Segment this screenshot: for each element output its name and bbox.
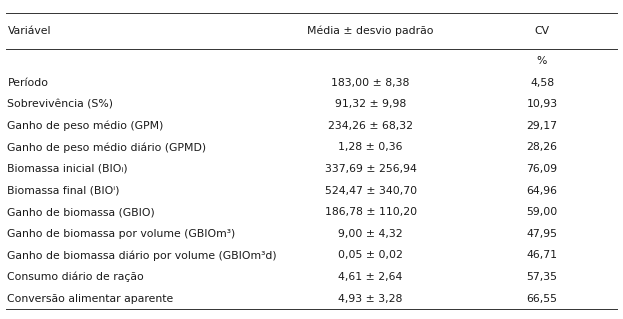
Text: 29,17: 29,17 xyxy=(526,121,558,131)
Text: 186,78 ± 110,20: 186,78 ± 110,20 xyxy=(325,207,417,217)
Text: 9,00 ± 4,32: 9,00 ± 4,32 xyxy=(338,229,403,239)
Text: 234,26 ± 68,32: 234,26 ± 68,32 xyxy=(328,121,413,131)
Text: Ganho de peso médio diário (GPMD): Ganho de peso médio diário (GPMD) xyxy=(7,142,207,153)
Text: 57,35: 57,35 xyxy=(526,272,558,282)
Text: Ganho de biomassa por volume (GBIOm³): Ganho de biomassa por volume (GBIOm³) xyxy=(7,229,235,239)
Text: 10,93: 10,93 xyxy=(526,99,558,109)
Text: 4,61 ± 2,64: 4,61 ± 2,64 xyxy=(338,272,403,282)
Text: 76,09: 76,09 xyxy=(526,164,558,174)
Text: 46,71: 46,71 xyxy=(526,250,558,260)
Text: Ganho de biomassa (GBIO): Ganho de biomassa (GBIO) xyxy=(7,207,155,217)
Text: 66,55: 66,55 xyxy=(526,293,558,304)
Text: Ganho de peso médio (GPM): Ganho de peso médio (GPM) xyxy=(7,121,164,131)
Text: Variável: Variável xyxy=(7,26,51,36)
Text: Ganho de biomassa diário por volume (GBIOm³d): Ganho de biomassa diário por volume (GBI… xyxy=(7,250,277,261)
Text: 337,69 ± 256,94: 337,69 ± 256,94 xyxy=(325,164,417,174)
Text: 524,47 ± 340,70: 524,47 ± 340,70 xyxy=(325,186,417,196)
Text: 47,95: 47,95 xyxy=(526,229,558,239)
Text: Média ± desvio padrão: Média ± desvio padrão xyxy=(307,26,434,36)
Text: Biomassa inicial (BIOᵢ): Biomassa inicial (BIOᵢ) xyxy=(7,164,128,174)
Text: 4,93 ± 3,28: 4,93 ± 3,28 xyxy=(338,293,403,304)
Text: 183,00 ± 8,38: 183,00 ± 8,38 xyxy=(331,78,410,88)
Text: 28,26: 28,26 xyxy=(526,142,558,152)
Text: Sobrevivência (S%): Sobrevivência (S%) xyxy=(7,99,113,109)
Text: Período: Período xyxy=(7,78,49,88)
Text: 91,32 ± 9,98: 91,32 ± 9,98 xyxy=(335,99,406,109)
Text: 4,58: 4,58 xyxy=(530,78,554,88)
Text: 0,05 ± 0,02: 0,05 ± 0,02 xyxy=(338,250,403,260)
Text: 59,00: 59,00 xyxy=(526,207,558,217)
Text: Biomassa final (BIOⁱ): Biomassa final (BIOⁱ) xyxy=(7,186,120,196)
Text: %: % xyxy=(537,56,547,66)
Text: Consumo diário de ração: Consumo diário de ração xyxy=(7,272,145,282)
Text: 64,96: 64,96 xyxy=(526,186,558,196)
Text: CV: CV xyxy=(535,26,549,36)
Text: Conversão alimentar aparente: Conversão alimentar aparente xyxy=(7,293,174,304)
Text: 1,28 ± 0,36: 1,28 ± 0,36 xyxy=(338,142,403,152)
